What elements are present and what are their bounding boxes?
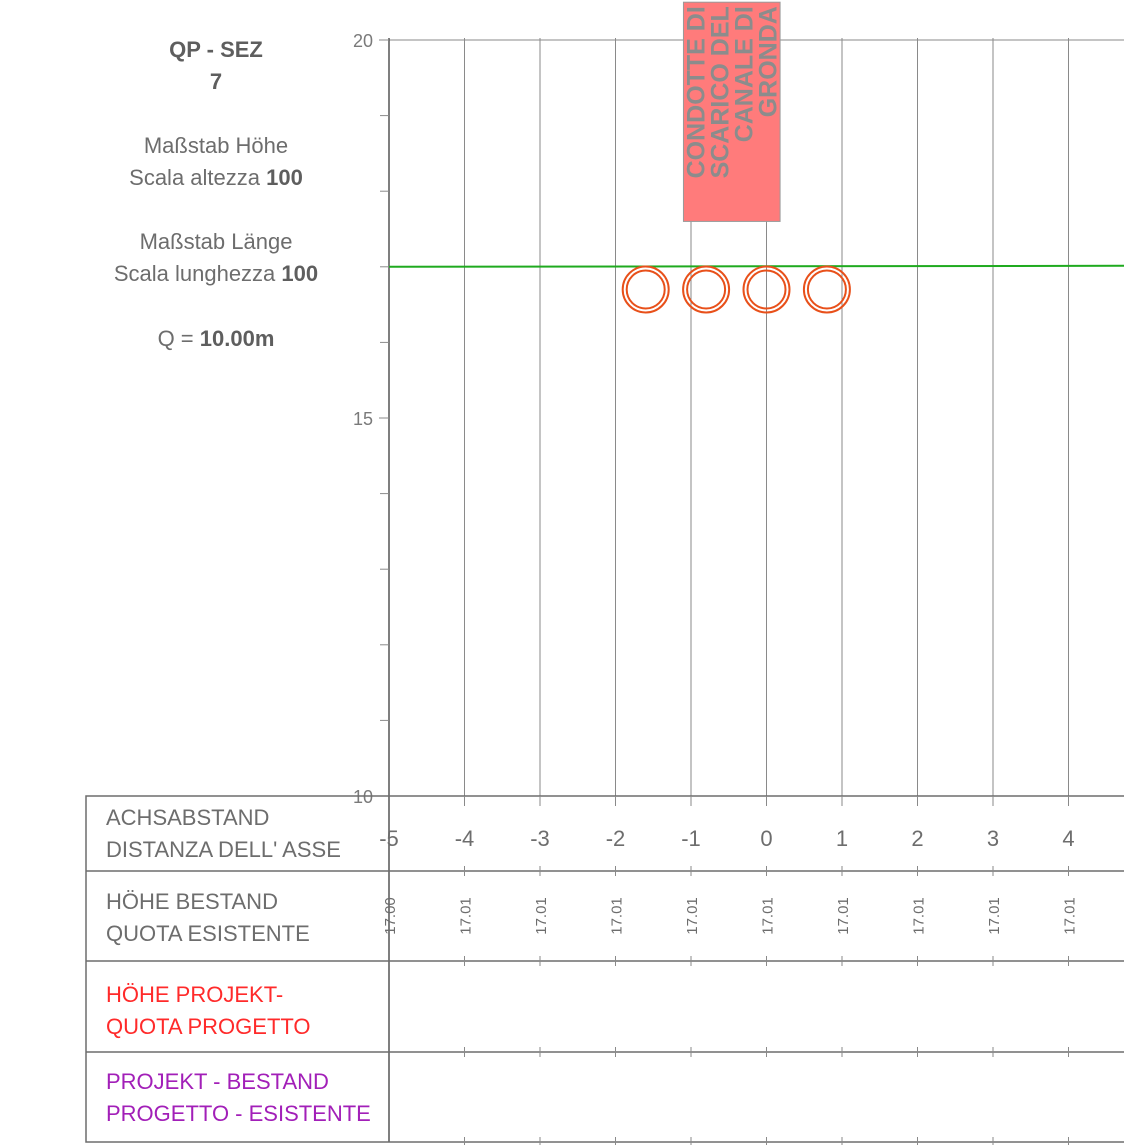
pipe-outer-circle [682, 265, 731, 314]
row-diff-label: PROJEKT - BESTAND PROGETTO - ESISTENTE [106, 1066, 371, 1130]
height-scale-value: 100 [266, 165, 303, 190]
row-distance-it: DISTANZA DELL' ASSE [106, 837, 341, 862]
q-distance: Q = 10.00m [86, 323, 346, 355]
ground-line [388, 264, 1124, 268]
y-tick-label: 15 [353, 409, 373, 429]
table-layer [85, 795, 1124, 1143]
x-tick-label: 0 [760, 826, 772, 851]
pipe-inner-circle [686, 269, 727, 310]
row-diff-it: PROGETTO - ESISTENTE [106, 1101, 371, 1126]
label-box-text-line: SCARICO DEL [706, 6, 734, 178]
existing-height-label: 17.01 [533, 897, 550, 935]
row-existing-label: HÖHE BESTAND QUOTA ESISTENTE [106, 886, 310, 950]
x-tick-label: 2 [911, 826, 923, 851]
row-distance-label: ACHSABSTAND DISTANZA DELL' ASSE [106, 802, 341, 866]
pipe-outer-circle [802, 265, 851, 314]
table-frame [85, 795, 1124, 1143]
x-tick-label: -4 [455, 826, 475, 851]
length-scale: Maßstab Länge Scala lunghezza 100 [86, 226, 346, 290]
row-project-de: HÖHE PROJEKT- [106, 982, 284, 1007]
existing-height-label: 17.01 [609, 897, 626, 935]
row-diff-de: PROJEKT - BESTAND [106, 1069, 329, 1094]
x-tick-label: -3 [530, 826, 550, 851]
x-tick-label: 1 [836, 826, 848, 851]
row-project-it: QUOTA PROGETTO [106, 1014, 311, 1039]
section-title-line1: QP - SEZ [169, 37, 263, 62]
x-tick-label: 4 [1062, 826, 1074, 851]
label-box-text-line: CANALE DI [730, 6, 758, 142]
height-scale-de: Maßstab Höhe [143, 133, 289, 158]
y-tick-label: 10 [353, 787, 373, 807]
ground-layer [388, 264, 1124, 268]
row-existing-it: QUOTA ESISTENTE [106, 921, 310, 946]
length-scale-it: Scala lunghezza [113, 261, 276, 286]
existing-height-label: 17.01 [760, 897, 777, 935]
x-tick-label: 3 [987, 826, 999, 851]
height-scale-it: Scala altezza [129, 165, 260, 190]
existing-height-label: 17.01 [684, 897, 701, 935]
ticks-layer: -5 17.00 -4 17.01 -3 17.01 -2 17.01 -1 17.01 0 17.0… [379, 796, 1079, 1145]
label-box-text-line: CONDOTTE DI [682, 6, 710, 178]
existing-height-label: 17.01 [911, 897, 928, 935]
section-title: QP - SEZ 7 [86, 34, 346, 98]
section-title-line2: 7 [209, 69, 223, 94]
y-tick-label: 20 [353, 31, 373, 51]
label-box [682, 1, 781, 222]
existing-height-label: 17.01 [986, 897, 1003, 935]
x-tick-label: -5 [379, 826, 399, 851]
existing-height-label: 17.01 [458, 897, 475, 935]
existing-height-label: 17.00 [382, 897, 399, 935]
x-tick-label: -2 [606, 826, 626, 851]
row-distance-de: ACHSABSTAND [106, 805, 270, 830]
existing-height-label: 17.01 [1062, 897, 1079, 935]
pipe-inner-circle [625, 269, 666, 310]
x-tick-label: -1 [681, 826, 701, 851]
pipe-outer-circle [621, 265, 670, 314]
row-project-label: HÖHE PROJEKT- QUOTA PROGETTO [106, 979, 311, 1043]
length-scale-de: Maßstab Länge [139, 229, 293, 254]
row-existing-de: HÖHE BESTAND [106, 889, 278, 914]
pipe-outer-circle [742, 265, 791, 314]
label-box-text-line: GRONDA [754, 6, 782, 117]
q-label: Q = [157, 326, 194, 351]
pipes-layer [621, 265, 851, 314]
pipe-inner-circle [806, 269, 847, 310]
pipe-inner-circle [746, 269, 787, 310]
q-value: 10.00m [199, 326, 275, 351]
existing-height-label: 17.01 [835, 897, 852, 935]
height-scale: Maßstab Höhe Scala altezza 100 [86, 130, 346, 194]
length-scale-value: 100 [281, 261, 319, 286]
